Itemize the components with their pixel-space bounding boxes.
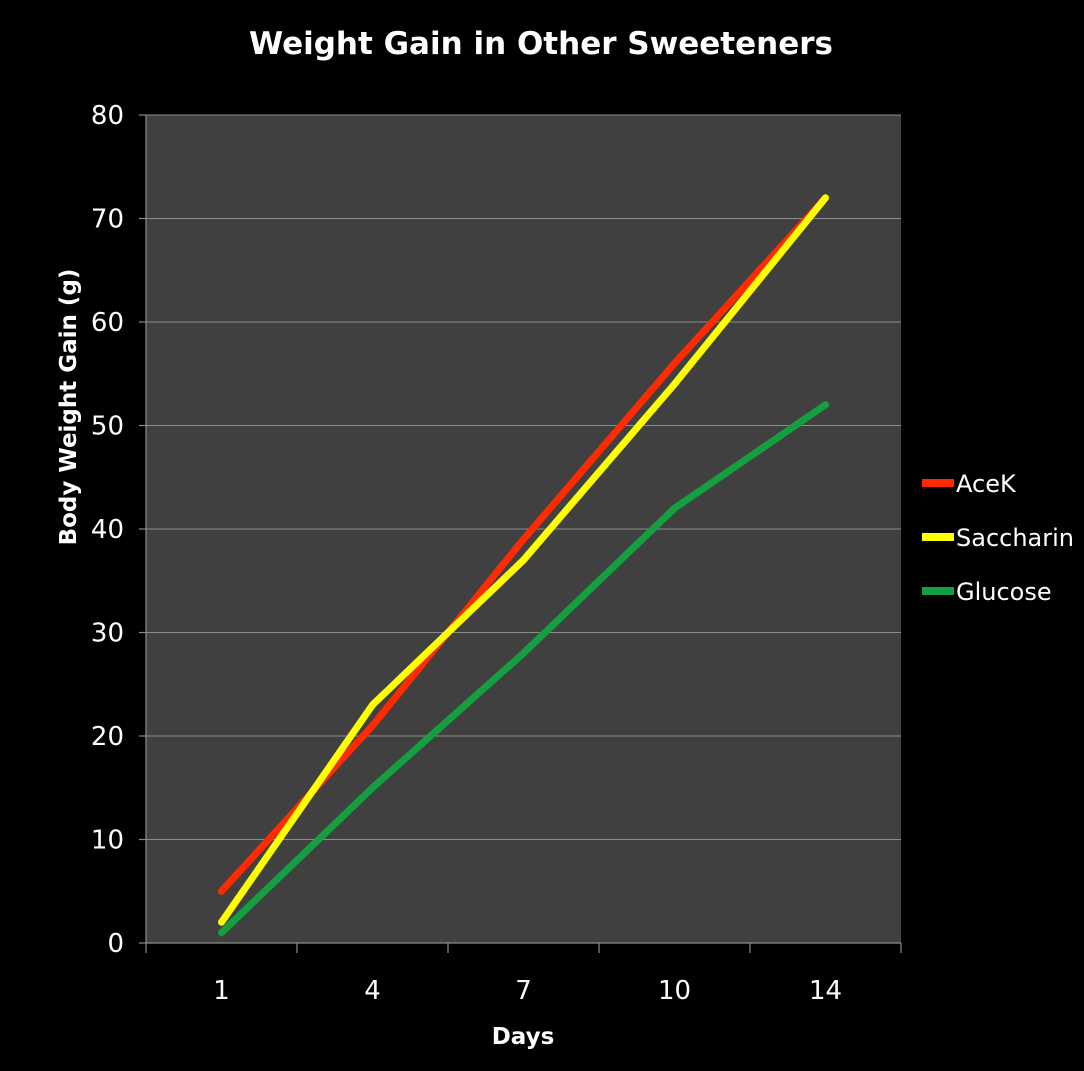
x-tick-label: 7 xyxy=(515,976,532,1006)
legend-label-acek: AceK xyxy=(956,470,1017,498)
y-axis-title: Body Weight Gain (g) xyxy=(56,269,82,546)
y-tick-label: 50 xyxy=(91,412,124,442)
chart-title: Weight Gain in Other Sweeteners xyxy=(249,26,833,62)
legend: AceK Saccharin Glucose xyxy=(922,470,1074,606)
legend-label-saccharin: Saccharin xyxy=(956,524,1074,552)
y-tick-label: 10 xyxy=(91,826,124,856)
axes xyxy=(139,114,902,953)
y-tick-label: 70 xyxy=(91,205,124,235)
y-tick-label: 60 xyxy=(91,308,124,338)
series-line-saccharin xyxy=(218,194,829,926)
x-tick-label: 14 xyxy=(809,976,842,1006)
x-axis-title: Days xyxy=(492,1024,555,1050)
y-tick-label: 30 xyxy=(91,619,124,649)
x-tick-label: 4 xyxy=(364,976,381,1006)
legend-label-glucose: Glucose xyxy=(956,578,1052,606)
series-line-glucose xyxy=(218,401,829,937)
x-tick-label: 1 xyxy=(213,976,230,1006)
series-lines xyxy=(218,194,829,937)
y-tick-label: 0 xyxy=(107,929,124,959)
y-tick-label: 80 xyxy=(91,101,124,131)
y-tick-label: 20 xyxy=(91,722,124,752)
y-tick-label: 40 xyxy=(91,515,124,545)
x-tick-label: 10 xyxy=(658,976,691,1006)
